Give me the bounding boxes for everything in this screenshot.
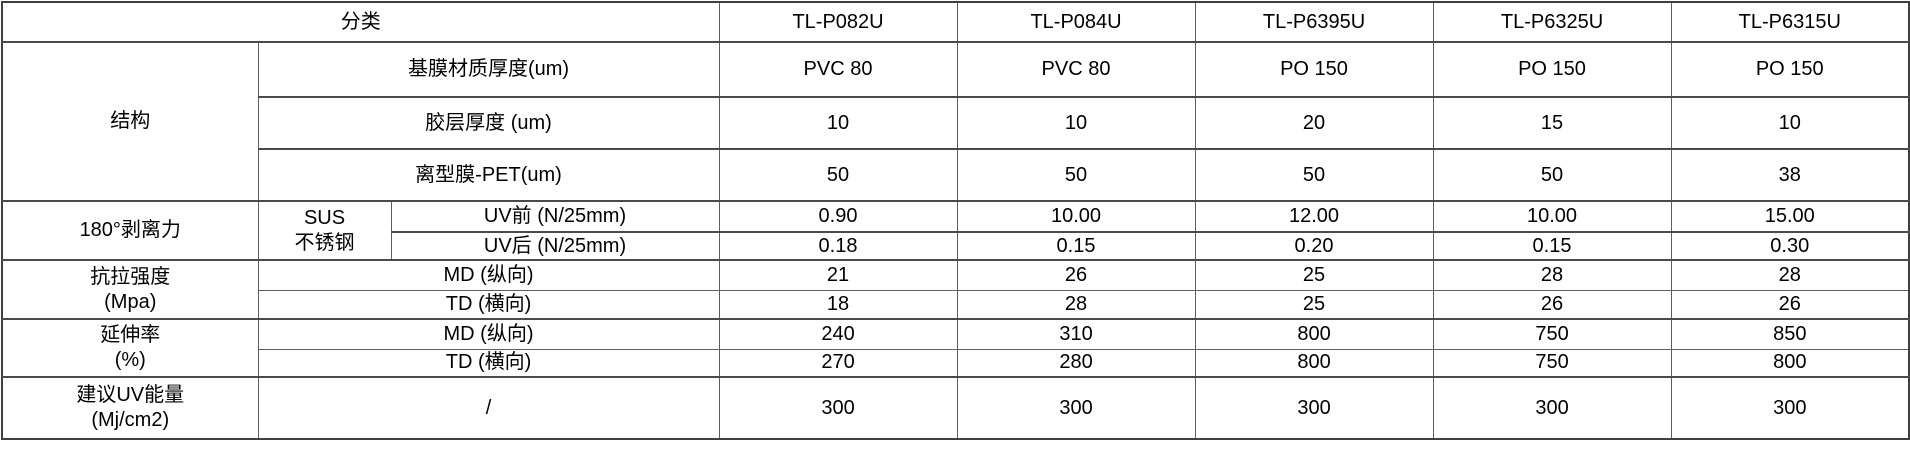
corner-cell: 分类 [1,1,720,43]
spec-value-cell: 800 [1194,318,1434,350]
spec-value-cell: 20 [1194,96,1434,150]
spec-value-cell: 15.00 [1670,200,1910,233]
spec-value-cell: 26 [1670,289,1910,320]
spec-value-cell: 15 [1432,96,1672,150]
peel-group-cell: 180°剥离力 [1,200,259,261]
spec-value-cell: 0.15 [956,231,1196,261]
tensile-group-cell: 抗拉强度 (Mpa) [1,259,259,320]
spec-value-cell: 10 [718,96,958,150]
spec-value-cell: 10 [1670,96,1910,150]
spec-value-cell: 300 [1432,376,1672,440]
adhesive-thickness-row: 胶层厚度 (um) 10 10 20 15 10 [2,96,1910,150]
spec-value-cell: 280 [956,348,1196,378]
spec-value-cell: 28 [1670,259,1910,291]
elongation-group-line2: (%) [114,349,146,371]
spec-value-cell: 300 [956,376,1196,440]
structure-group-cell: 结构 [1,41,259,202]
spec-value-cell: 0.30 [1670,231,1910,261]
spec-value-cell: 10 [956,96,1196,150]
spec-value-cell: PO 150 [1194,41,1434,98]
spec-value-cell: 38 [1670,148,1910,202]
peel-after-uv-row: UV后 (N/25mm) 0.18 0.15 0.20 0.15 0.30 [2,231,1910,261]
spec-value-cell: 240 [718,318,958,350]
substrate-line1: SUS [303,206,346,229]
spec-value-cell: 25 [1194,289,1434,320]
elongation-group-cell: 延伸率 (%) [1,318,259,378]
spec-value-cell: 10.00 [956,200,1196,233]
spec-value-cell: PO 150 [1670,41,1910,98]
uv-energy-group-cell: 建议UV能量 (Mj/cm2) [1,376,259,440]
uv-energy-row: 建议UV能量 (Mj/cm2) / 300 300 300 300 300 [1,376,1910,440]
spec-value-cell: 300 [718,376,958,440]
spec-value-cell: 28 [1432,259,1672,291]
row-label-cell: 基膜材质厚度(um) [257,41,720,98]
spec-value-cell: 26 [1432,289,1672,320]
spec-value-cell: 50 [1432,148,1672,202]
uv-energy-label-cell: / [257,376,720,440]
spec-value-cell: 50 [1194,148,1434,202]
product-name-cell: TL-P084U [956,1,1196,43]
tensile-group-line1: 抗拉强度 [90,265,171,288]
spec-value-cell: 800 [1670,348,1910,378]
spec-value-cell: 50 [718,148,958,202]
spec-value-cell: PVC 80 [956,41,1196,98]
elongation-group-line1: 延伸率 [100,324,161,346]
base-film-row: 结构 基膜材质厚度(um) PVC 80 PVC 80 PO 150 PO 15… [1,41,1910,202]
peel-before-uv-row: 180°剥离力 SUS 不锈钢 UV前 (N/25mm) 0.90 10.00 … [1,200,1910,261]
tensile-group-line2: (Mpa) [104,290,157,313]
uv-energy-group-line2: (Mj/cm2) [91,409,170,431]
spec-value-cell: 18 [718,289,958,320]
product-name-cell: TL-P082U [718,1,958,43]
spec-value-cell: 0.90 [718,200,958,233]
product-name-cell: TL-P6395U [1194,1,1434,43]
spec-value-cell: 850 [1670,318,1910,350]
spec-value-cell: 25 [1194,259,1434,291]
product-name-cell: TL-P6325U [1432,1,1672,43]
row-label-cell: TD (横向) [257,348,720,378]
product-name-cell: TL-P6315U [1670,1,1910,43]
substrate-cell: SUS 不锈钢 [257,200,392,261]
release-liner-row: 离型膜-PET(um) 50 50 50 50 38 [2,148,1910,202]
row-label-cell: MD (纵向) [257,259,720,291]
spec-value-cell: PO 150 [1432,41,1672,98]
header-row: 分类 TL-P082U TL-P084U TL-P6395U TL-P6325U… [1,1,1910,43]
spec-value-cell: 270 [718,348,958,378]
row-label-cell: 离型膜-PET(um) [257,148,720,202]
tensile-md-row: 抗拉强度 (Mpa) MD (纵向) 21 26 25 28 28 [1,259,1910,320]
uv-energy-group-line1: 建议UV能量 [76,384,185,406]
spec-value-cell: 50 [956,148,1196,202]
row-label-cell: UV后 (N/25mm) [390,231,720,261]
elongation-td-row: TD (横向) 270 280 800 750 800 [2,348,1910,378]
spec-value-cell: 0.15 [1432,231,1672,261]
product-spec-table: 分类 TL-P082U TL-P084U TL-P6395U TL-P6325U… [1,1,1910,440]
spec-value-cell: 0.18 [718,231,958,261]
spec-value-cell: 10.00 [1432,200,1672,233]
spec-value-cell: 300 [1194,376,1434,440]
spec-value-cell: 750 [1432,348,1672,378]
spec-value-cell: 26 [956,259,1196,291]
spec-value-cell: 750 [1432,318,1672,350]
row-label-cell: UV前 (N/25mm) [390,200,720,233]
spec-value-cell: 21 [718,259,958,291]
spec-value-cell: 0.20 [1194,231,1434,261]
tensile-td-row: TD (横向) 18 28 25 26 26 [2,289,1910,320]
elongation-md-row: 延伸率 (%) MD (纵向) 240 310 800 750 850 [1,318,1910,378]
spec-value-cell: 300 [1670,376,1910,440]
spec-value-cell: 800 [1194,348,1434,378]
row-label-cell: TD (横向) [257,289,720,320]
spec-value-cell: 28 [956,289,1196,320]
spec-value-cell: PVC 80 [718,41,958,98]
spec-value-cell: 310 [956,318,1196,350]
row-label-cell: 胶层厚度 (um) [257,96,720,150]
spec-value-cell: 12.00 [1194,200,1434,233]
row-label-cell: MD (纵向) [257,318,720,350]
substrate-line2: 不锈钢 [294,231,355,254]
